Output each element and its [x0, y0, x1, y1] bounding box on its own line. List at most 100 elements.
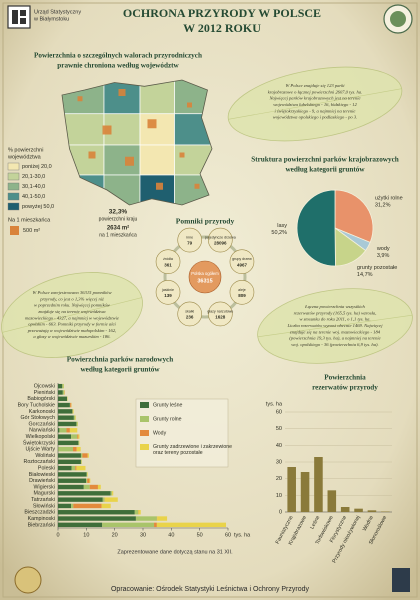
- pie-slice: [296, 189, 336, 267]
- bar-segment: [82, 453, 88, 458]
- monument-total-value: 36315: [197, 278, 212, 284]
- chart-title: Powierzchnia: [324, 374, 366, 382]
- bar: [367, 510, 377, 512]
- y-tick-label: 40: [276, 443, 282, 449]
- monument-value: 79: [187, 241, 193, 246]
- bar-segment: [71, 503, 74, 509]
- monument-node: [208, 227, 233, 253]
- x-tick-label: 0: [56, 532, 59, 538]
- legend-label: powyżej 50,0: [22, 204, 54, 210]
- bar-segment: [89, 484, 98, 490]
- legend-label: 500 m²: [23, 228, 40, 234]
- bar-segment: [73, 446, 77, 452]
- monument-node: [155, 249, 181, 274]
- y-tick-label: Woliński: [35, 453, 55, 459]
- legend-swatch: [7, 172, 20, 181]
- bar-segment: [80, 453, 83, 458]
- bar-segment: [112, 491, 114, 496]
- chart-title: Powierzchnia parków narodowych: [67, 356, 173, 364]
- y-tick-label: Gór Stołowych: [21, 415, 55, 421]
- note-line: Liczba rezerwatów wynosi obecnie 1469. N…: [286, 323, 383, 328]
- bar-segment: [58, 459, 81, 465]
- map-title: Powierzchnia o szczególnych walorach prz…: [34, 52, 202, 60]
- map-outline: [61, 79, 213, 206]
- bar-segment: [71, 465, 76, 471]
- note-line: znajduje się na terenie województwa: [37, 309, 106, 314]
- note-line: przeważają w województwie małopolskim - …: [27, 328, 117, 334]
- pie-label: grunty pozostałe: [357, 265, 397, 271]
- y-tick-label: Tatrzański: [31, 497, 55, 503]
- map-title: prawnie chroniona według województw: [57, 62, 179, 70]
- bar-segment: [58, 396, 68, 401]
- bar-segment: [72, 409, 74, 414]
- x-tick-label: 30: [140, 532, 146, 538]
- y-tick-label: Ujście Warty: [25, 447, 55, 453]
- bar: [354, 508, 363, 512]
- per-capita-square: [118, 89, 126, 96]
- bar-segment: [104, 497, 118, 502]
- y-tick-label: Świętokrzyski: [23, 438, 55, 446]
- legend-swatch: [10, 226, 19, 235]
- note-line: i świętokrzyskiego - 9, a najmniej na te…: [275, 108, 356, 114]
- y-tick-label: Karkonoski: [29, 409, 55, 415]
- monument-total: [188, 260, 222, 294]
- region: [139, 144, 175, 176]
- y-tick-label: Ojcowski: [34, 384, 55, 390]
- y-tick-label: Babiogórski: [27, 396, 55, 402]
- pie-slice: [334, 189, 374, 243]
- note-line: opolskim - 663. Pomniki przyrody w formi…: [28, 322, 116, 327]
- note-line: W Polsce zarejestrowano 36315 pomników: [32, 290, 112, 295]
- monument-label: grupy drzew: [232, 257, 252, 261]
- region: [103, 80, 141, 115]
- note-line: (powierzchnia 19,3 tys. ha), a najmniej …: [289, 336, 380, 342]
- bar-segment: [73, 415, 76, 420]
- bar-segment: [69, 428, 78, 433]
- legend-swatch: [7, 202, 20, 211]
- bar-segment: [58, 484, 84, 490]
- monument-node: [177, 301, 202, 327]
- y-tick-label: 10: [276, 493, 282, 499]
- emblem-center: [390, 11, 406, 27]
- y-tick-label: Bieszczadzki: [24, 510, 55, 516]
- bar-segment: [59, 428, 67, 433]
- y-tick-label: Kampinoski: [28, 516, 55, 522]
- note-line: Łączna powierzchnia wszystkich: [304, 304, 365, 309]
- per-capita-square: [125, 156, 134, 166]
- pie-value: 14,7%: [357, 272, 373, 278]
- bar-segment: [75, 415, 76, 420]
- legend-swatch: [7, 182, 20, 191]
- bar-segment: [58, 383, 63, 389]
- note-line: w stosunku do roku 2011, o 1,1 tys. ha.: [299, 317, 370, 323]
- bar-segment: [58, 440, 79, 446]
- bar-segment: [86, 472, 88, 477]
- monument-node: [229, 249, 255, 274]
- legend-swatch: [140, 444, 149, 450]
- credit: Opracowanie: Ośrodek Statystyki Leśnictw…: [111, 586, 310, 593]
- y-tick-label: Białowieski: [29, 472, 55, 478]
- bar-segment: [78, 440, 80, 446]
- bar: [340, 507, 350, 512]
- y-tick-label: Drawieński: [29, 478, 55, 484]
- institution: w Białymstoku: [33, 16, 69, 22]
- page-title: OCHRONA PRZYRODY W POLSCE: [123, 6, 321, 20]
- y-tick-label: 60: [276, 409, 282, 415]
- x-tick-label: 10: [83, 532, 89, 538]
- partner-logo: [392, 568, 410, 592]
- per-capita-square: [156, 182, 163, 190]
- bar-segment: [58, 465, 72, 471]
- bar-segment: [87, 472, 88, 477]
- note-line: w poprzednim roku. Najwięcej pomników: [34, 303, 111, 308]
- per-capita-square: [187, 102, 192, 108]
- legend-swatch: [140, 430, 149, 436]
- bar-segment: [58, 402, 70, 408]
- per-capita-country-text: na 1 mieszkańca: [99, 232, 137, 238]
- pie-label: wody: [376, 246, 390, 252]
- y-tick-label: Bory Tucholskie: [18, 402, 55, 408]
- legend-label: Grunty zadrzewione i zakrzewione oraz ter…: [153, 444, 232, 456]
- y-tick-label: Magurski: [34, 491, 56, 497]
- bar-segment: [58, 409, 73, 414]
- bar-segment: [80, 459, 82, 465]
- note-line: a głazy w województwie mazurskim - 186.: [33, 334, 110, 339]
- chart-title: rezerwatów przyrody: [312, 384, 378, 392]
